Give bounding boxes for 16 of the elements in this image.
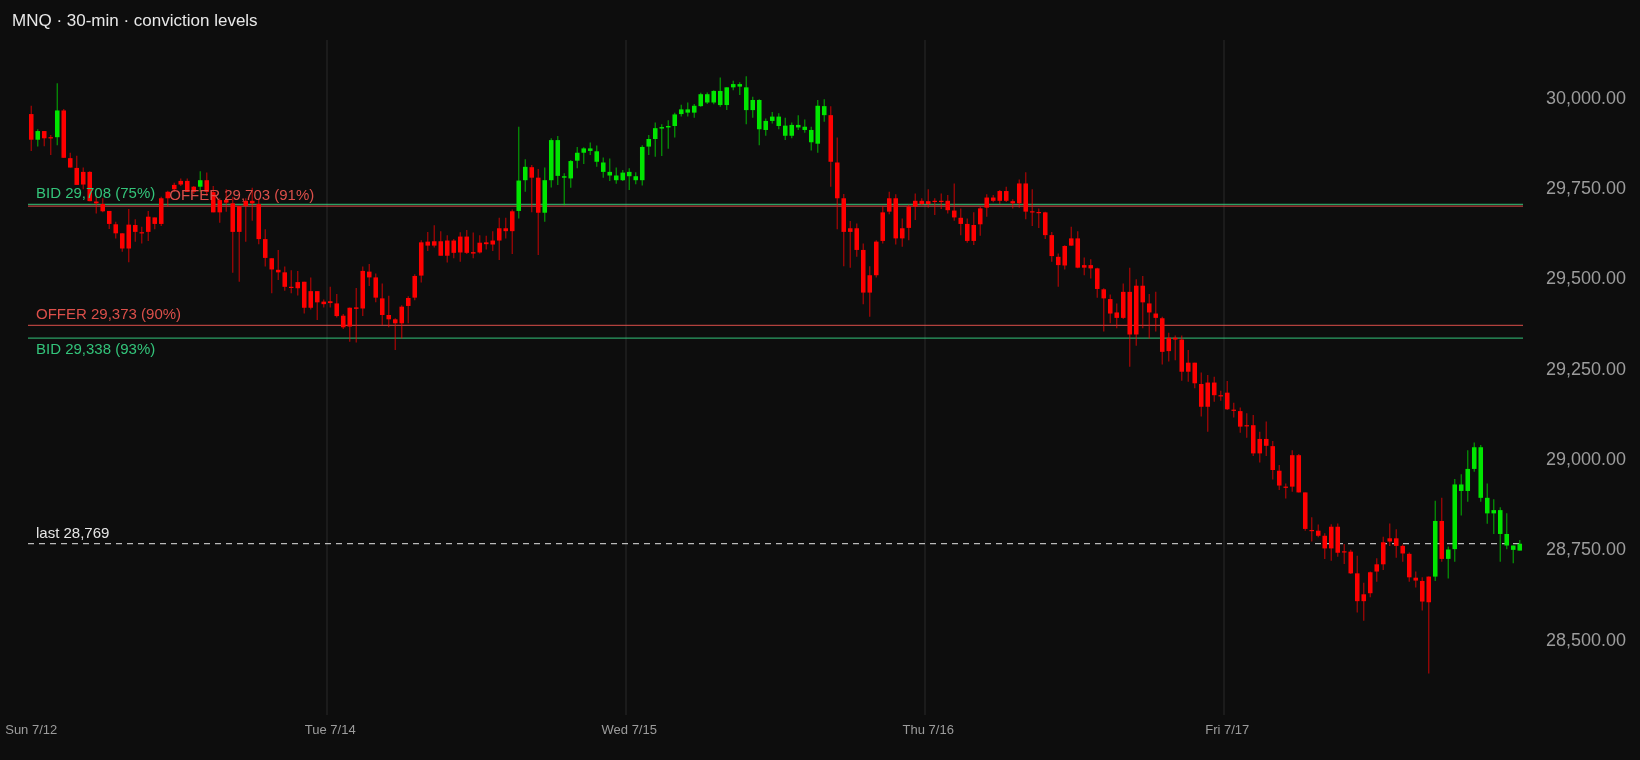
ref-line-label: BID 29,338 (93%) (36, 340, 156, 358)
chart-title: MNQ · 30-min · conviction levels (12, 11, 258, 30)
x-tick-label: Fri 7/17 (1205, 722, 1250, 737)
x-tick-label: Thu 7/16 (902, 722, 954, 737)
y-tick-label: 28,500.00 (1545, 629, 1626, 650)
y-tick-label: 30,000.00 (1545, 87, 1626, 108)
x-tick-label: Wed 7/15 (601, 722, 657, 737)
x-tick-label: Sun 7/12 (5, 722, 58, 737)
ref-line-label: OFFER 29,373 (90%) (36, 305, 182, 323)
y-tick-label: 28,750.00 (1545, 539, 1626, 560)
y-tick-label: 29,250.00 (1545, 358, 1626, 379)
y-tick-label: 29,000.00 (1545, 449, 1626, 469)
y-tick-label: 29,750.00 (1545, 177, 1626, 198)
y-tick-label: 29,500.00 (1545, 268, 1626, 289)
x-tick-label: Tue 7/14 (304, 722, 356, 737)
ref-line-label: last 28,769 (36, 523, 110, 541)
